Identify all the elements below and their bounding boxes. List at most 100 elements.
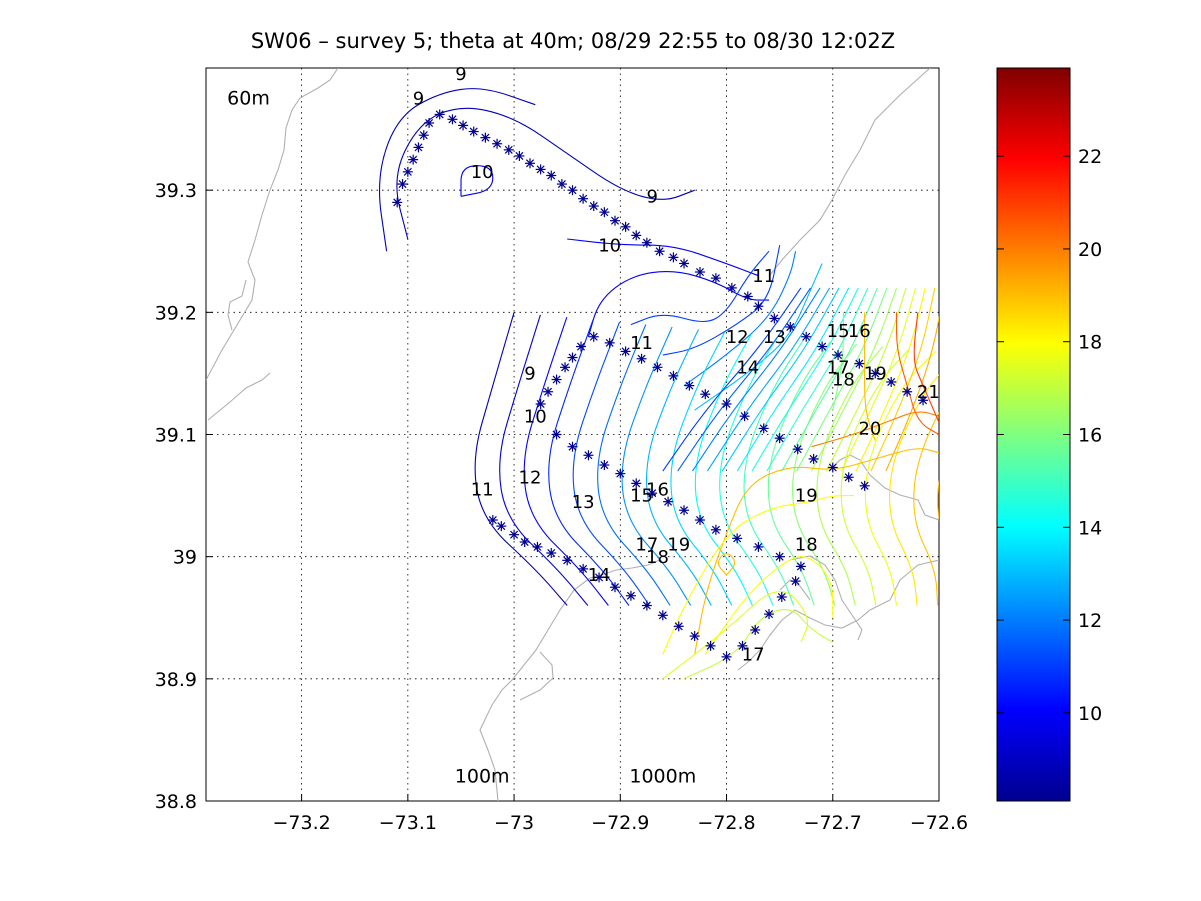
contour-line bbox=[694, 448, 939, 655]
colorbar-ticks: 10 12 14 16 18 20 22 bbox=[997, 146, 1102, 725]
contour-line bbox=[751, 287, 859, 472]
station-marker bbox=[458, 120, 469, 131]
station-marker bbox=[684, 380, 695, 391]
isobath-60m bbox=[206, 68, 339, 381]
contour-label: 13 bbox=[572, 492, 595, 513]
contour-line bbox=[683, 609, 834, 680]
contour-label: 11 bbox=[752, 266, 775, 287]
colorbar-tick-label: 12 bbox=[1078, 610, 1102, 632]
station-marker bbox=[679, 505, 690, 516]
station-marker bbox=[843, 472, 854, 483]
contour-labels: 9910910119101112131415161718192120111213… bbox=[413, 64, 940, 665]
contour-line bbox=[832, 312, 844, 411]
colorbar-tick-label: 10 bbox=[1078, 703, 1102, 725]
contour-label: 9 bbox=[455, 64, 466, 85]
contour-line bbox=[474, 312, 568, 606]
contour-line bbox=[662, 495, 854, 655]
station-marker bbox=[737, 640, 748, 651]
contour-line bbox=[597, 324, 671, 606]
station-marker bbox=[808, 453, 819, 464]
contour-line bbox=[889, 374, 939, 606]
contour-line bbox=[683, 251, 797, 387]
contour-line bbox=[816, 346, 884, 606]
station-marker bbox=[769, 313, 780, 324]
station-markers bbox=[392, 109, 929, 662]
station-marker bbox=[408, 154, 419, 165]
station-marker bbox=[487, 515, 498, 526]
station-marker bbox=[902, 386, 913, 397]
station-marker bbox=[543, 386, 554, 397]
station-marker bbox=[609, 582, 620, 593]
contour-line bbox=[662, 244, 781, 356]
station-marker bbox=[785, 321, 796, 332]
contour-line bbox=[864, 312, 876, 441]
station-marker bbox=[679, 258, 690, 269]
contour-line bbox=[704, 556, 834, 655]
contour-line bbox=[548, 319, 630, 606]
contour-line bbox=[855, 287, 926, 472]
station-marker bbox=[801, 331, 812, 342]
station-marker bbox=[594, 572, 605, 583]
isobath-100m bbox=[479, 559, 661, 801]
contour-line bbox=[913, 411, 939, 606]
y-axis-ticks: 38.8 38.9 39 39.1 39.2 39.3 bbox=[155, 180, 213, 813]
chart-title: SW06 – survey 5; theta at 40m; 08/29 22:… bbox=[251, 29, 895, 53]
contour-label: 12 bbox=[726, 327, 749, 348]
contour-line bbox=[840, 348, 910, 606]
station-marker bbox=[525, 158, 536, 169]
station-marker bbox=[468, 126, 479, 137]
station-marker bbox=[609, 215, 620, 226]
contour-label: 19 bbox=[667, 535, 690, 556]
contour-label: 12 bbox=[519, 467, 542, 488]
x-tick-label: −72.7 bbox=[804, 812, 862, 834]
station-marker bbox=[434, 109, 445, 120]
station-marker bbox=[631, 478, 642, 489]
station-marker bbox=[599, 207, 610, 218]
station-marker bbox=[764, 609, 775, 620]
x-axis-ticks: −73.2 −73.1 −73 −72.9 −72.8 −72.7 −72.6 bbox=[272, 794, 968, 834]
station-marker bbox=[750, 624, 761, 635]
station-marker bbox=[774, 551, 785, 562]
station-marker bbox=[776, 591, 787, 602]
station-marker bbox=[599, 460, 610, 471]
station-marker bbox=[753, 541, 764, 552]
x-tick-label: −73.2 bbox=[272, 812, 330, 834]
contour-line bbox=[694, 334, 753, 606]
station-marker bbox=[689, 631, 700, 642]
station-marker bbox=[641, 237, 652, 248]
station-marker bbox=[519, 537, 530, 548]
station-marker bbox=[532, 541, 543, 552]
contour-line bbox=[694, 263, 823, 411]
station-marker bbox=[567, 185, 578, 196]
contour-line bbox=[396, 107, 695, 240]
station-marker bbox=[625, 590, 636, 601]
station-marker bbox=[631, 230, 642, 241]
contour-label: 18 bbox=[795, 535, 818, 556]
grid-lines bbox=[206, 68, 940, 801]
station-marker bbox=[710, 273, 721, 284]
y-tick-label: 39.2 bbox=[155, 302, 197, 324]
isobath-label: 60m bbox=[227, 88, 270, 110]
station-marker bbox=[413, 142, 424, 153]
station-marker bbox=[402, 166, 413, 177]
station-marker bbox=[575, 341, 586, 352]
station-marker bbox=[654, 246, 665, 257]
station-marker bbox=[795, 561, 806, 572]
station-marker bbox=[739, 411, 750, 422]
contour-label: 10 bbox=[471, 162, 494, 183]
station-marker bbox=[774, 433, 785, 444]
station-marker bbox=[673, 621, 684, 632]
contour-label: 15 bbox=[827, 321, 850, 342]
station-marker bbox=[710, 524, 721, 535]
station-marker bbox=[418, 130, 429, 141]
contour-line bbox=[662, 591, 809, 680]
colorbar-tick-label: 22 bbox=[1078, 146, 1102, 168]
contour-line bbox=[706, 287, 831, 472]
station-marker bbox=[447, 114, 458, 125]
station-marker bbox=[546, 548, 557, 559]
contour-line bbox=[378, 88, 536, 252]
station-marker bbox=[615, 468, 626, 479]
station-marker bbox=[551, 429, 562, 440]
contour-line bbox=[718, 553, 736, 576]
contour-label: 14 bbox=[736, 357, 759, 378]
